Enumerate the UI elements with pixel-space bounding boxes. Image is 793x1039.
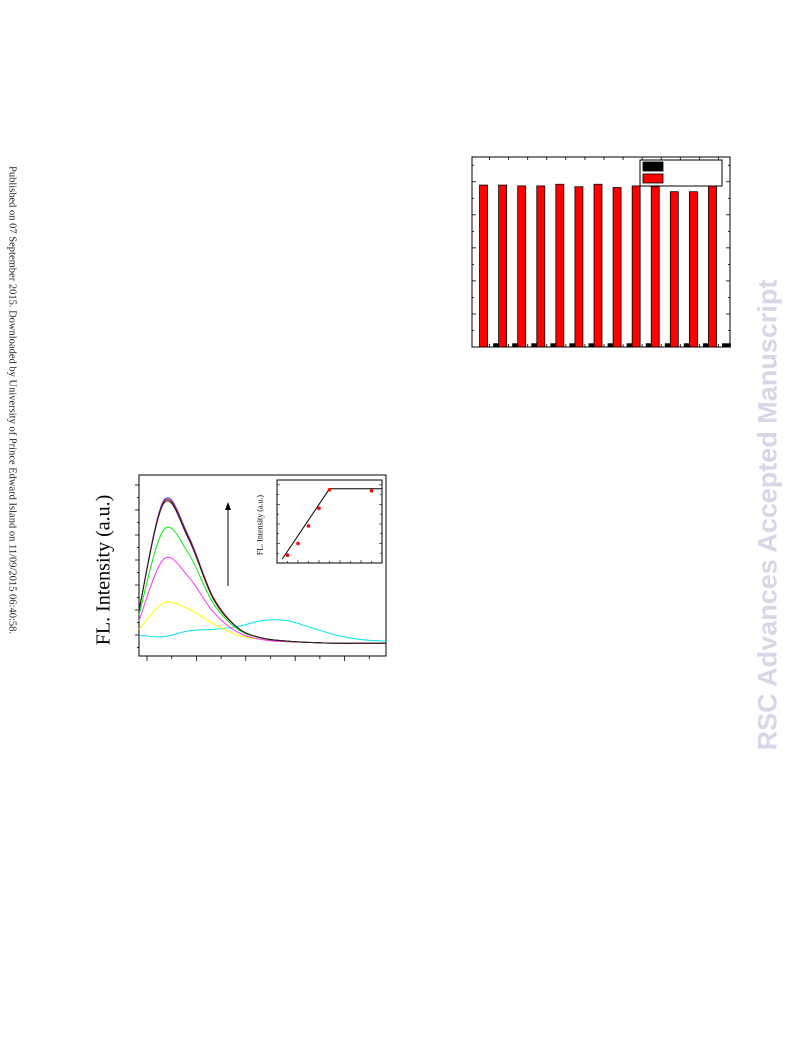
download-side-note: Published on 07 September 2015. Download… xyxy=(6,166,18,634)
bar-red-7 xyxy=(593,183,603,348)
bar-chart xyxy=(471,156,731,348)
bar-red-1 xyxy=(479,184,488,348)
bar-red-2 xyxy=(498,184,508,348)
inset-chart-axes xyxy=(276,479,383,564)
journal-watermark: RSC Advances Accepted Manuscript xyxy=(752,279,783,751)
bar-chart-legend xyxy=(639,159,723,187)
line-chart-axes xyxy=(135,474,387,661)
inset-chart xyxy=(276,479,383,564)
bar-legend-swatch-black xyxy=(642,161,664,172)
inset-ylabel: FL. Intensity (a.u.) xyxy=(255,494,265,556)
bar-red-5 xyxy=(555,183,565,348)
bar-red-12 xyxy=(688,191,698,348)
inset-point-4 xyxy=(327,487,332,492)
bar-red-13 xyxy=(708,183,717,348)
increase-arrow xyxy=(225,502,231,586)
inset-point-0 xyxy=(285,553,290,557)
inset-point-2 xyxy=(306,524,311,528)
bar-red-4 xyxy=(536,185,546,348)
fl-spectrum-0 xyxy=(138,619,387,642)
bar-red-6 xyxy=(574,186,584,348)
bar-red-8 xyxy=(612,187,622,348)
bar-red-3 xyxy=(517,185,527,348)
bar-red-11 xyxy=(669,191,679,348)
inset-frame xyxy=(276,479,383,564)
inset-point-1 xyxy=(296,541,300,546)
fl-spectrum-6 xyxy=(138,500,386,644)
fl-spectrum-1 xyxy=(138,601,386,644)
bar-legend-swatch-red xyxy=(642,173,664,184)
inset-chart-points xyxy=(281,487,382,560)
line-plot-frame xyxy=(138,474,387,657)
bar-black-13 xyxy=(722,343,731,348)
inset-point-3 xyxy=(317,506,321,511)
fl-spectrum-2 xyxy=(138,556,386,644)
bar-red-9 xyxy=(631,185,641,348)
inset-point-5 xyxy=(369,488,374,493)
bar-chart-bars xyxy=(479,183,731,348)
line-chart-ylabel: FL. Intensity (a.u.) xyxy=(92,494,115,646)
bar-red-10 xyxy=(650,186,660,348)
line-chart-series xyxy=(138,497,387,644)
line-chart xyxy=(135,474,387,661)
